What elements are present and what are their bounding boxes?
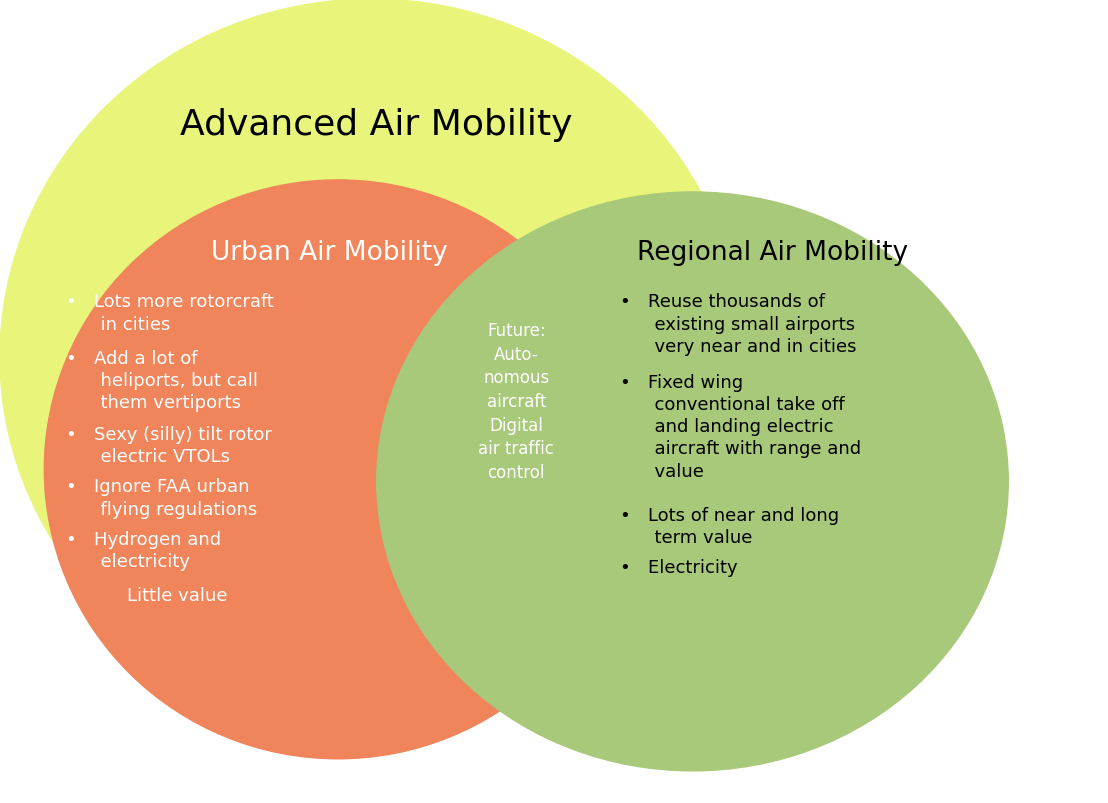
Ellipse shape	[44, 181, 632, 759]
Text: •   Electricity: • Electricity	[620, 558, 738, 576]
Text: •   Add a lot of
      heliports, but call
      them vertiports: • Add a lot of heliports, but call them …	[66, 349, 258, 412]
Text: •   Sexy (silly) tilt rotor
      electric VTOLs: • Sexy (silly) tilt rotor electric VTOLs	[66, 426, 273, 466]
Ellipse shape	[377, 193, 1008, 771]
Text: Urban Air Mobility: Urban Air Mobility	[211, 240, 448, 266]
Text: •   Hydrogen and
      electricity: • Hydrogen and electricity	[66, 530, 222, 570]
Text: Little value: Little value	[127, 586, 228, 604]
Text: •   Reuse thousands of
      existing small airports
      very near and in citi: • Reuse thousands of existing small airp…	[620, 293, 856, 356]
Text: Advanced Air Mobility: Advanced Air Mobility	[181, 108, 573, 141]
Text: Future:
Auto-
nomous
aircraft
Digital
air traffic
control: Future: Auto- nomous aircraft Digital ai…	[479, 322, 554, 481]
Text: •   Lots more rotorcraft
      in cities: • Lots more rotorcraft in cities	[66, 293, 275, 333]
Text: •   Fixed wing
      conventional take off
      and landing electric
      airc: • Fixed wing conventional take off and l…	[620, 373, 862, 480]
Text: •   Ignore FAA urban
      flying regulations: • Ignore FAA urban flying regulations	[66, 478, 258, 518]
Ellipse shape	[0, 0, 742, 715]
Text: Regional Air Mobility: Regional Air Mobility	[637, 240, 909, 266]
Text: •   Lots of near and long
      term value: • Lots of near and long term value	[620, 506, 840, 546]
